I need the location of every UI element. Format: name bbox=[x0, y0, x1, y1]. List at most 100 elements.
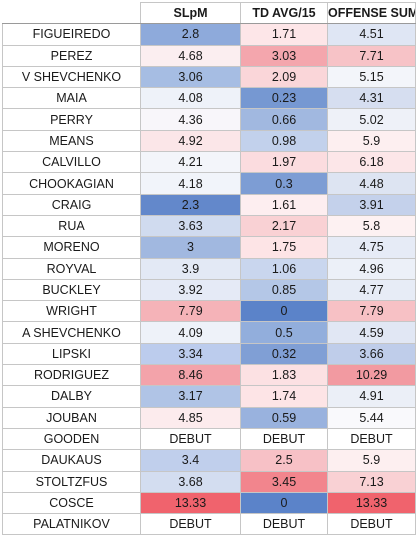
fighter-name-cell[interactable]: MORENO bbox=[2, 236, 141, 259]
fighter-name-cell[interactable]: CHOOKAGIAN bbox=[2, 172, 141, 195]
slpm-cell[interactable]: 3.17 bbox=[140, 385, 241, 408]
fighter-name-cell[interactable]: WRIGHT bbox=[2, 300, 141, 323]
column-header-td-avg[interactable]: TD AVG/15 bbox=[240, 1, 328, 25]
offense-sum-cell[interactable]: 10.29 bbox=[327, 364, 416, 387]
td-avg-cell[interactable]: 1.71 bbox=[240, 23, 328, 46]
column-header-offense-sum[interactable]: OFFENSE SUM bbox=[327, 1, 416, 25]
td-avg-cell[interactable]: 0.66 bbox=[240, 108, 328, 131]
slpm-cell[interactable]: 3 bbox=[140, 236, 241, 259]
slpm-cell[interactable]: DEBUT bbox=[140, 427, 241, 451]
fighter-name-cell[interactable]: MEANS bbox=[2, 129, 141, 153]
slpm-cell[interactable]: 2.8 bbox=[140, 23, 241, 46]
offense-sum-cell[interactable]: 4.31 bbox=[327, 87, 416, 110]
offense-sum-cell[interactable]: DEBUT bbox=[327, 427, 416, 451]
offense-sum-cell[interactable]: 5.8 bbox=[327, 214, 416, 238]
td-avg-cell[interactable]: 1.83 bbox=[240, 364, 328, 387]
slpm-cell[interactable]: 3.68 bbox=[140, 470, 241, 493]
slpm-cell[interactable]: 4.36 bbox=[140, 108, 241, 131]
fighter-name-cell[interactable]: PERRY bbox=[2, 108, 141, 131]
offense-sum-cell[interactable]: 5.9 bbox=[327, 129, 416, 153]
td-avg-cell[interactable]: 0.98 bbox=[240, 129, 328, 153]
fighter-name-cell[interactable]: ROYVAL bbox=[2, 257, 141, 280]
slpm-cell[interactable]: 3.34 bbox=[140, 342, 241, 366]
td-avg-cell[interactable]: 1.06 bbox=[240, 257, 328, 280]
offense-sum-cell[interactable]: 3.91 bbox=[327, 193, 416, 216]
slpm-cell[interactable]: 4.18 bbox=[140, 172, 241, 195]
offense-sum-cell[interactable]: 5.44 bbox=[327, 406, 416, 429]
fighter-name-cell[interactable]: RUA bbox=[2, 214, 141, 238]
fighter-name-cell[interactable]: CALVILLO bbox=[2, 151, 141, 174]
offense-sum-cell[interactable]: 4.77 bbox=[327, 278, 416, 302]
td-avg-cell[interactable]: DEBUT bbox=[240, 427, 328, 451]
td-avg-cell[interactable]: 1.97 bbox=[240, 151, 328, 174]
fighter-name-cell[interactable]: COSCE bbox=[2, 491, 141, 515]
slpm-cell[interactable]: 4.21 bbox=[140, 151, 241, 174]
fighter-name-cell[interactable]: V SHEVCHENKO bbox=[2, 65, 141, 89]
offense-sum-cell[interactable]: 5.02 bbox=[327, 108, 416, 131]
td-avg-cell[interactable]: 0.32 bbox=[240, 342, 328, 366]
offense-sum-cell[interactable]: 7.71 bbox=[327, 44, 416, 67]
fighter-name-cell[interactable]: STOLTZFUS bbox=[2, 470, 141, 493]
slpm-cell[interactable]: 3.9 bbox=[140, 257, 241, 280]
fighter-name-cell[interactable]: A SHEVCHENKO bbox=[2, 321, 141, 344]
td-avg-cell[interactable]: 0.5 bbox=[240, 321, 328, 344]
td-avg-cell[interactable]: 1.61 bbox=[240, 193, 328, 216]
slpm-cell[interactable]: 4.85 bbox=[140, 406, 241, 429]
offense-sum-cell[interactable]: 4.91 bbox=[327, 385, 416, 408]
td-avg-cell[interactable]: 0.85 bbox=[240, 278, 328, 302]
offense-sum-cell[interactable]: 4.96 bbox=[327, 257, 416, 280]
slpm-cell[interactable]: 3.06 bbox=[140, 65, 241, 89]
fighter-name-cell[interactable]: JOUBAN bbox=[2, 406, 141, 429]
td-avg-cell[interactable]: 1.74 bbox=[240, 385, 328, 408]
fighter-name-cell[interactable]: FIGUEIREDO bbox=[2, 23, 141, 46]
fighter-name-cell[interactable]: DAUKAUS bbox=[2, 449, 141, 472]
offense-sum-cell[interactable]: DEBUT bbox=[327, 513, 416, 536]
fighter-name-cell[interactable]: MAIA bbox=[2, 87, 141, 110]
td-avg-cell[interactable]: 0.23 bbox=[240, 87, 328, 110]
slpm-cell[interactable]: 7.79 bbox=[140, 300, 241, 323]
offense-sum-cell[interactable]: 7.13 bbox=[327, 470, 416, 493]
corner-cell[interactable] bbox=[2, 1, 141, 25]
fighter-name-cell[interactable]: GOODEN bbox=[2, 427, 141, 451]
fighter-name-cell[interactable]: CRAIG bbox=[2, 193, 141, 216]
offense-sum-cell[interactable]: 4.51 bbox=[327, 23, 416, 46]
td-avg-cell[interactable]: 3.45 bbox=[240, 470, 328, 493]
slpm-cell[interactable]: 3.92 bbox=[140, 278, 241, 302]
td-avg-cell[interactable]: 1.75 bbox=[240, 236, 328, 259]
slpm-cell[interactable]: 4.08 bbox=[140, 87, 241, 110]
fighter-name-cell[interactable]: PALATNIKOV bbox=[2, 513, 141, 536]
td-avg-cell[interactable]: 0.3 bbox=[240, 172, 328, 195]
offense-sum-cell[interactable]: 6.18 bbox=[327, 151, 416, 174]
td-avg-cell[interactable]: 0 bbox=[240, 300, 328, 323]
td-avg-cell[interactable]: 2.5 bbox=[240, 449, 328, 472]
offense-sum-cell[interactable]: 13.33 bbox=[327, 491, 416, 515]
offense-sum-cell[interactable]: 5.9 bbox=[327, 449, 416, 472]
offense-sum-cell[interactable]: 4.75 bbox=[327, 236, 416, 259]
fighter-name-cell[interactable]: PEREZ bbox=[2, 44, 141, 67]
offense-sum-cell[interactable]: 5.15 bbox=[327, 65, 416, 89]
slpm-cell[interactable]: 13.33 bbox=[140, 491, 241, 515]
td-avg-cell[interactable]: 2.09 bbox=[240, 65, 328, 89]
fighter-name-cell[interactable]: LIPSKI bbox=[2, 342, 141, 366]
offense-sum-cell[interactable]: 7.79 bbox=[327, 300, 416, 323]
fighter-name-cell[interactable]: RODRIGUEZ bbox=[2, 364, 141, 387]
td-avg-cell[interactable]: DEBUT bbox=[240, 513, 328, 536]
slpm-cell[interactable]: 2.3 bbox=[140, 193, 241, 216]
offense-sum-cell[interactable]: 4.48 bbox=[327, 172, 416, 195]
fighter-name-cell[interactable]: BUCKLEY bbox=[2, 278, 141, 302]
slpm-cell[interactable]: 4.92 bbox=[140, 129, 241, 153]
td-avg-cell[interactable]: 2.17 bbox=[240, 214, 328, 238]
slpm-cell[interactable]: 3.63 bbox=[140, 214, 241, 238]
td-avg-cell[interactable]: 0.59 bbox=[240, 406, 328, 429]
slpm-cell[interactable]: 3.4 bbox=[140, 449, 241, 472]
slpm-cell[interactable]: 4.68 bbox=[140, 44, 241, 67]
slpm-cell[interactable]: 8.46 bbox=[140, 364, 241, 387]
td-avg-cell[interactable]: 0 bbox=[240, 491, 328, 515]
offense-sum-cell[interactable]: 4.59 bbox=[327, 321, 416, 344]
slpm-cell[interactable]: 4.09 bbox=[140, 321, 241, 344]
slpm-cell[interactable]: DEBUT bbox=[140, 513, 241, 536]
offense-sum-cell[interactable]: 3.66 bbox=[327, 342, 416, 366]
column-header-slpm[interactable]: SLpM bbox=[140, 1, 241, 25]
fighter-name-cell[interactable]: DALBY bbox=[2, 385, 141, 408]
td-avg-cell[interactable]: 3.03 bbox=[240, 44, 328, 67]
